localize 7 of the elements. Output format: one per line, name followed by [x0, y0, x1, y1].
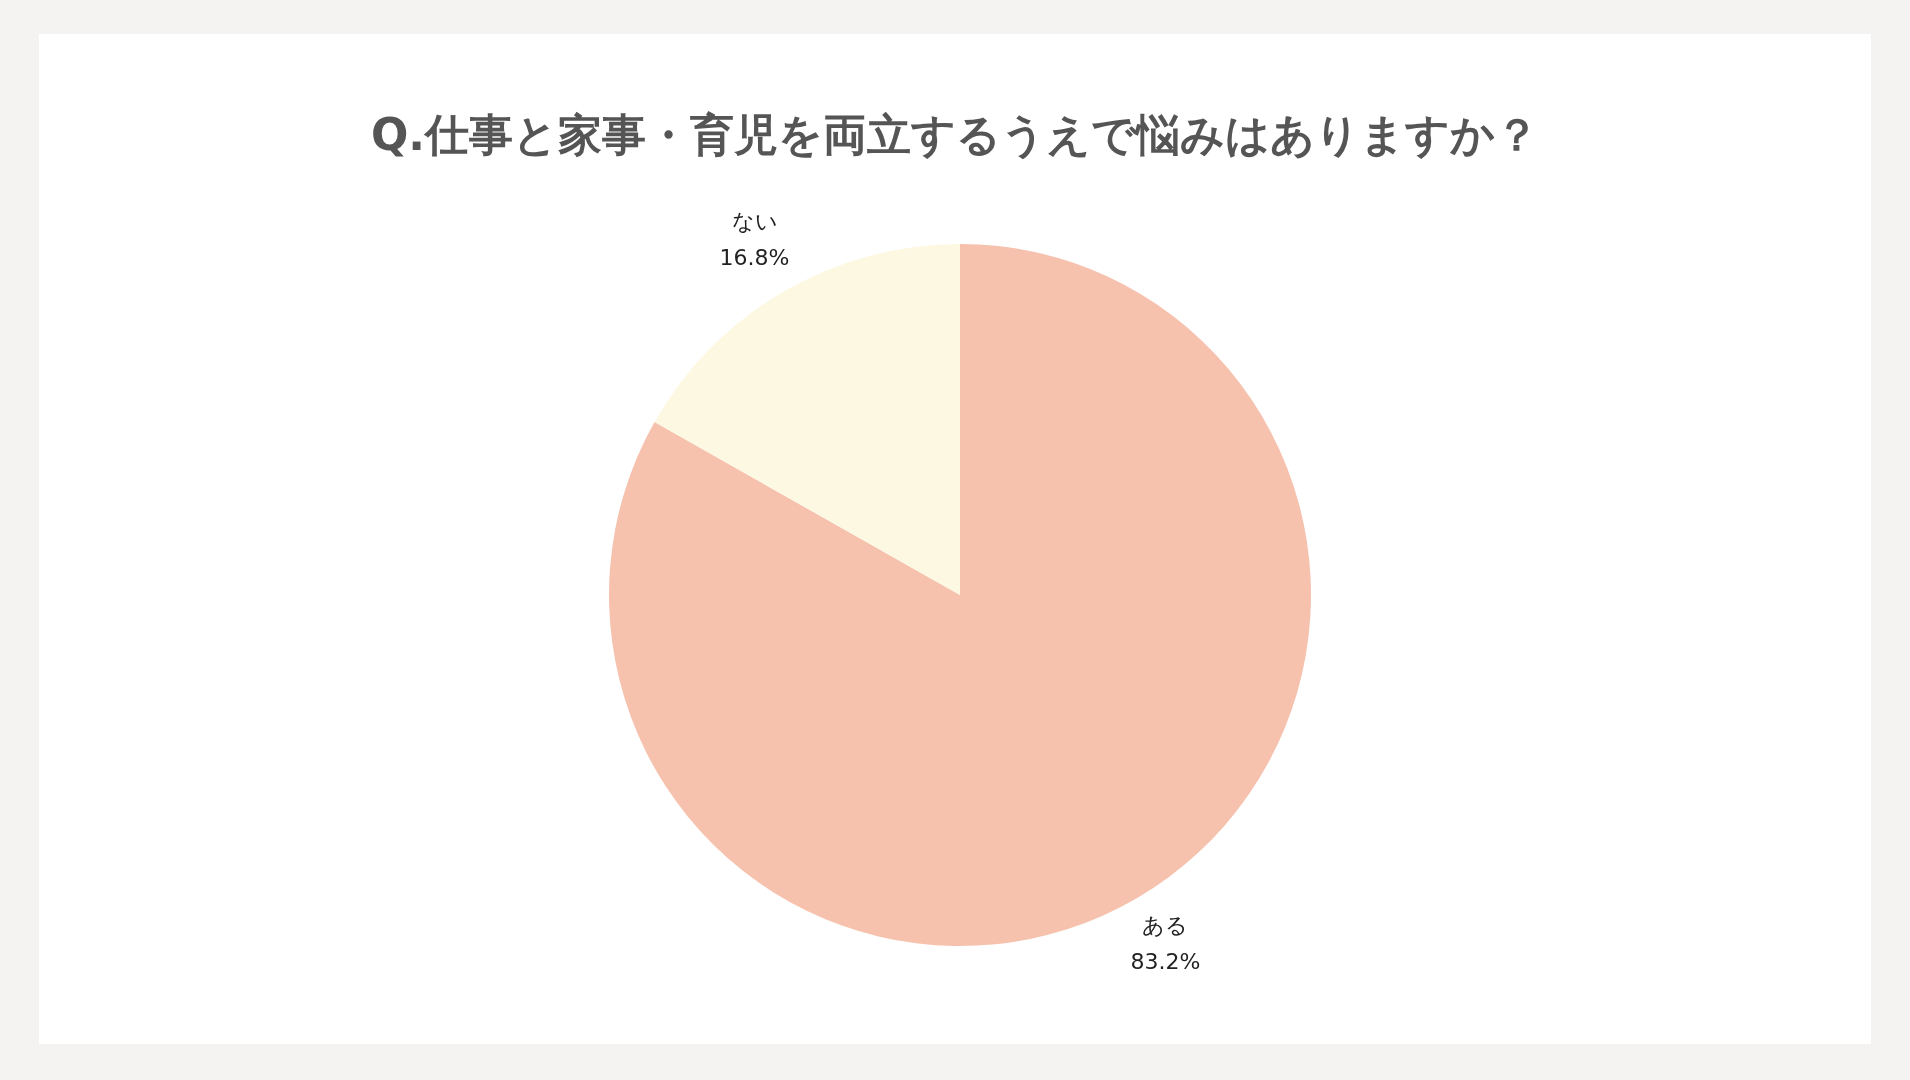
chart-title: Q.仕事と家事・育児を両立するうえで悩みはありますか？ [369, 108, 1541, 162]
data-label: 16.8% [719, 244, 790, 270]
pie-slice [609, 244, 1311, 946]
data-label: 83.2% [1130, 949, 1201, 975]
slice-label: ある [1142, 913, 1189, 939]
slice-label: ない [731, 208, 778, 234]
pie-slice [654, 244, 960, 595]
